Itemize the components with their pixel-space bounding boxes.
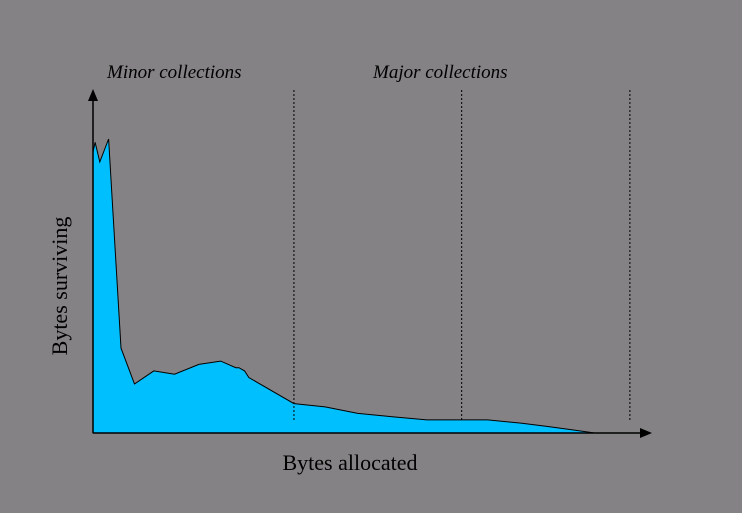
x-axis-arrow bbox=[640, 428, 652, 438]
major-collections-label: Major collections bbox=[372, 62, 508, 83]
collection-markers bbox=[293, 90, 631, 421]
minor-collections-label: Minor collections bbox=[106, 62, 242, 83]
y-axis-label: Bytes surviving bbox=[47, 217, 72, 356]
x-axis-label: Bytes allocated bbox=[282, 450, 417, 475]
survival-area bbox=[92, 138, 630, 434]
y-axis-arrow bbox=[88, 89, 98, 101]
